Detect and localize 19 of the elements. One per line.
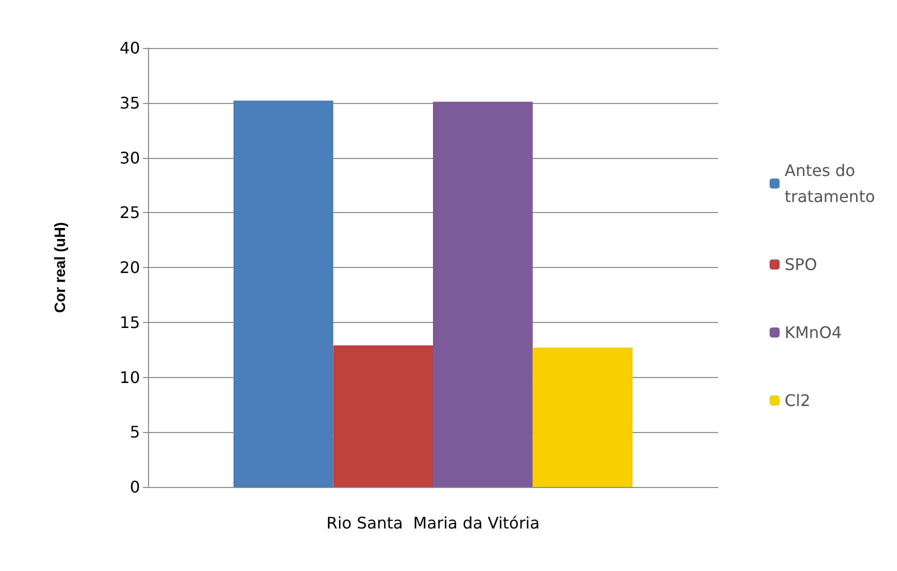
y-tick-label: 40 bbox=[120, 38, 140, 58]
legend-label: Antes do tratamento bbox=[784, 161, 876, 206]
x-tick-label: Rio Santa Maria da Vitória bbox=[326, 514, 540, 532]
y-tick-label: 10 bbox=[120, 368, 140, 387]
bar bbox=[433, 102, 533, 487]
y-tick-label: 25 bbox=[120, 203, 140, 222]
bar bbox=[532, 348, 632, 487]
legend-label: SPO bbox=[784, 255, 818, 274]
bar bbox=[234, 100, 334, 487]
y-tick-label: 30 bbox=[120, 148, 140, 168]
bar bbox=[333, 345, 433, 487]
y-tick-label: 0 bbox=[130, 478, 140, 496]
y-axis-title: Cor real (uH) bbox=[52, 222, 69, 313]
legend-label: KMnO4 bbox=[784, 323, 842, 342]
y-tick-label: 20 bbox=[120, 258, 140, 277]
y-tick-label: 35 bbox=[120, 93, 140, 112]
y-tick-label: 15 bbox=[120, 312, 140, 332]
y-tick-label: 5 bbox=[130, 422, 140, 442]
legend-label: Cl2 bbox=[784, 391, 810, 410]
